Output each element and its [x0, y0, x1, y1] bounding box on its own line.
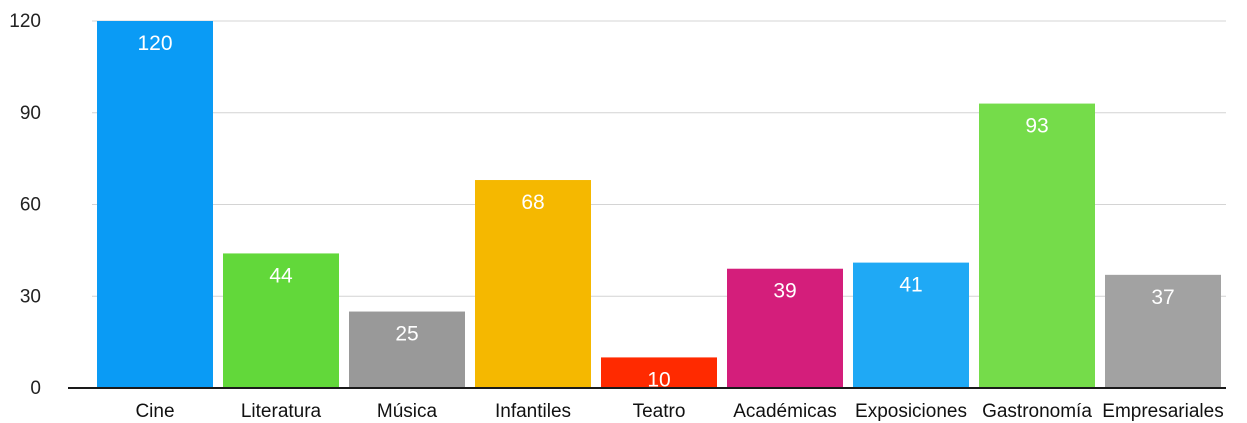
y-axis: 0 30 60 90 120 [9, 11, 41, 399]
y-tick-label: 90 [20, 103, 41, 124]
x-tick-label: Empresariales [1102, 401, 1223, 422]
x-tick-label: Cine [135, 401, 174, 422]
x-tick-label: Académicas [733, 401, 837, 422]
data-label: 10 [647, 368, 670, 391]
x-tick-label: Literatura [241, 401, 322, 422]
data-label: 120 [137, 32, 172, 55]
data-label: 93 [1025, 115, 1048, 138]
x-axis: Cine Literatura Música Infantiles Teatro Acad… [135, 401, 1223, 422]
bar-literatura [223, 253, 339, 388]
data-label: 25 [395, 323, 418, 346]
x-tick-label: Exposiciones [855, 401, 967, 422]
x-tick-label: Teatro [633, 401, 686, 422]
bar-teatro [601, 357, 717, 388]
x-tick-label: Gastronomía [982, 401, 1092, 422]
bar-infantiles [475, 180, 591, 388]
data-label: 41 [899, 274, 922, 297]
bar-musica [349, 311, 465, 388]
y-tick-label: 0 [30, 378, 41, 399]
y-tick-label: 120 [9, 11, 41, 32]
bar-empresariales [1105, 274, 1221, 388]
data-label: 39 [773, 280, 796, 303]
x-tick-label: Música [377, 401, 438, 422]
bar-exposiciones [853, 262, 969, 388]
y-tick-label: 30 [20, 286, 41, 307]
y-tick-label: 60 [20, 195, 41, 216]
bars: 120 44 25 68 10 39 41 93 37 [97, 21, 1221, 391]
bar-academicas [727, 268, 843, 388]
data-label: 44 [269, 264, 293, 287]
data-label: 68 [521, 191, 544, 214]
bar-gastronomia [979, 103, 1095, 388]
bar-cine [97, 21, 213, 388]
x-tick-label: Infantiles [495, 401, 571, 422]
data-label: 37 [1151, 286, 1174, 309]
